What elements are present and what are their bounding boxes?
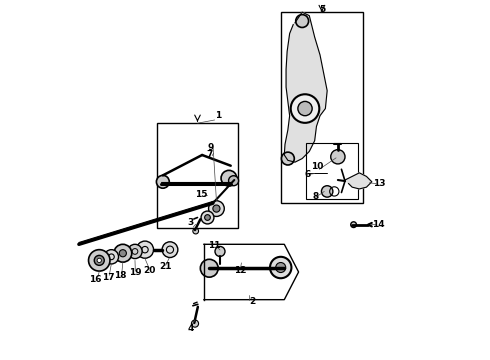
Circle shape bbox=[351, 222, 356, 228]
Text: 5: 5 bbox=[320, 5, 326, 14]
Circle shape bbox=[97, 258, 101, 262]
Text: 20: 20 bbox=[143, 266, 155, 275]
Text: 2: 2 bbox=[249, 297, 255, 306]
Text: 6: 6 bbox=[304, 170, 311, 179]
Circle shape bbox=[209, 201, 224, 216]
Circle shape bbox=[119, 249, 126, 257]
Bar bbox=[281, 12, 363, 203]
Text: 16: 16 bbox=[90, 275, 102, 284]
Text: 13: 13 bbox=[373, 179, 386, 188]
Circle shape bbox=[228, 176, 239, 186]
Circle shape bbox=[193, 228, 198, 234]
Text: 21: 21 bbox=[159, 262, 172, 271]
Text: 15: 15 bbox=[195, 190, 208, 199]
Text: 14: 14 bbox=[372, 220, 385, 229]
Text: 10: 10 bbox=[311, 162, 324, 171]
Circle shape bbox=[296, 15, 309, 27]
Circle shape bbox=[89, 249, 110, 271]
Circle shape bbox=[298, 102, 312, 116]
Circle shape bbox=[104, 249, 119, 264]
Circle shape bbox=[128, 244, 142, 258]
Text: 1: 1 bbox=[215, 111, 221, 120]
Circle shape bbox=[192, 320, 198, 327]
Polygon shape bbox=[345, 173, 372, 189]
Text: 17: 17 bbox=[102, 273, 115, 282]
Circle shape bbox=[276, 262, 286, 273]
Circle shape bbox=[94, 255, 104, 265]
Text: 7: 7 bbox=[207, 150, 213, 159]
Circle shape bbox=[201, 211, 214, 224]
Text: 8: 8 bbox=[313, 192, 319, 201]
Bar bbox=[157, 123, 238, 228]
Circle shape bbox=[114, 244, 132, 262]
Text: 3: 3 bbox=[188, 218, 194, 227]
Circle shape bbox=[136, 241, 153, 258]
Polygon shape bbox=[284, 12, 327, 162]
Circle shape bbox=[221, 170, 237, 186]
Text: 11: 11 bbox=[208, 240, 220, 249]
Text: 19: 19 bbox=[129, 268, 141, 277]
Circle shape bbox=[281, 152, 294, 165]
Circle shape bbox=[270, 257, 292, 278]
Text: 4: 4 bbox=[188, 324, 194, 333]
Bar bbox=[306, 143, 358, 199]
Text: 12: 12 bbox=[234, 266, 247, 275]
Circle shape bbox=[331, 150, 345, 164]
Circle shape bbox=[205, 215, 210, 220]
Circle shape bbox=[213, 205, 220, 212]
Circle shape bbox=[156, 175, 169, 188]
Text: 18: 18 bbox=[115, 271, 127, 280]
Circle shape bbox=[200, 259, 218, 277]
Circle shape bbox=[215, 247, 225, 256]
Circle shape bbox=[162, 242, 178, 257]
Text: 9: 9 bbox=[208, 143, 214, 152]
Circle shape bbox=[321, 186, 333, 197]
Circle shape bbox=[291, 94, 319, 123]
